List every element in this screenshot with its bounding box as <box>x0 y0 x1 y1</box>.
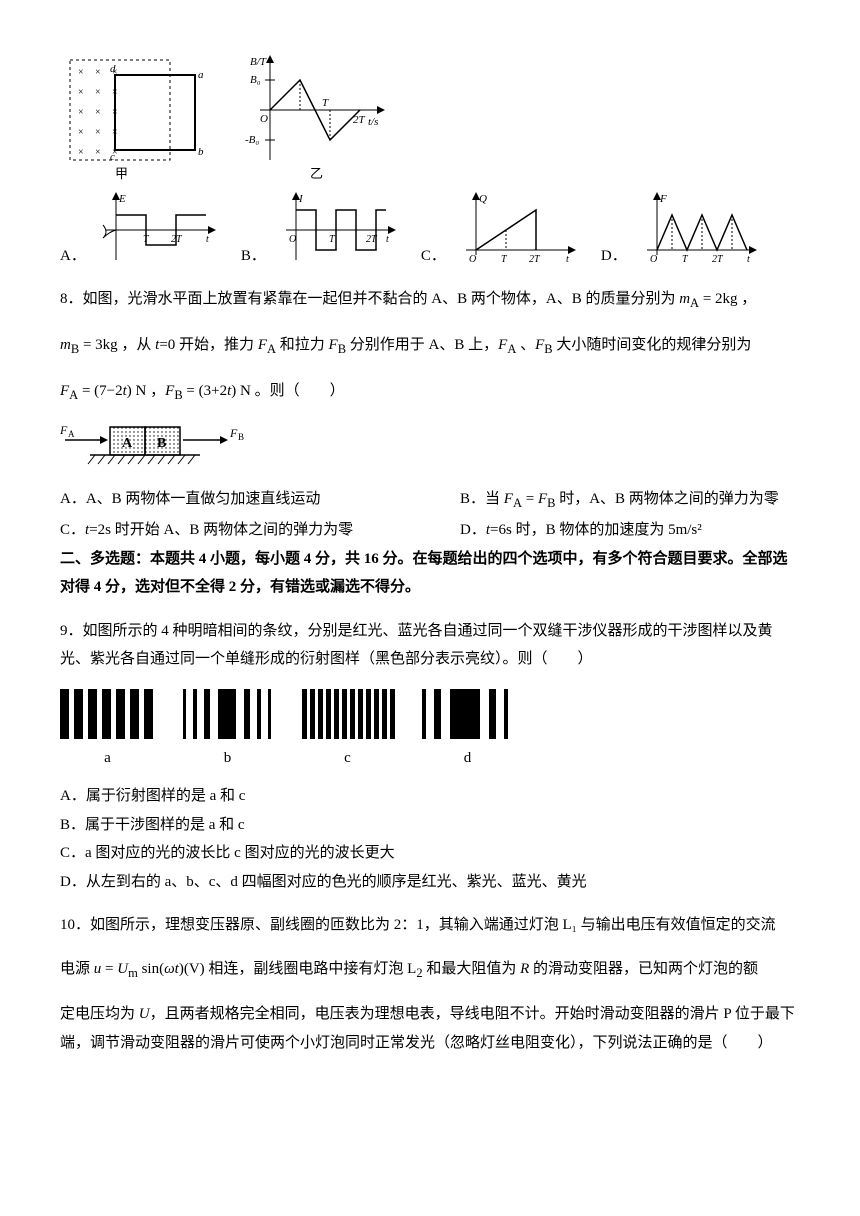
q9-option-a: A．属于衍射图样的是 a 和 c <box>60 782 800 811</box>
q9-patterns: a b <box>60 689 800 773</box>
svg-text:×: × <box>95 67 101 78</box>
stem-text: 如图，光滑水平面上放置有紧靠在一起但并不黏合的 A、B 两个物体，A、B 的质量… <box>83 291 676 307</box>
q7-option-d: D． F O T 2T t <box>601 190 762 270</box>
svg-text:T: T <box>322 97 329 109</box>
q9-option-d: D．从左到右的 a、b、c、d 四幅图对应的色光的顺序是红光、紫光、蓝光、黄光 <box>60 868 800 897</box>
svg-text:×: × <box>95 147 101 158</box>
section2-title: 二、多选题：本题共 4 小题，每小题 4 分，共 16 分。在每题给出的四个选项… <box>60 545 800 602</box>
stem-text: 如图所示，理想变压器原、副线圈的匝数比为 2：1，其输入端通过灯泡 L₁ 与输出… <box>90 917 776 933</box>
q7-graph-c: Q O T 2T t <box>451 190 581 270</box>
svg-text:×: × <box>95 127 101 138</box>
q9-stem: 9．如图所示的 4 种明暗相间的条纹，分别是红光、蓝光各自通过同一个双缝干涉仪器… <box>60 617 800 674</box>
svg-text:t: t <box>566 254 569 265</box>
q7-circuit-diagram: ××× ××× ××× ××× ××× d a c b 甲 <box>60 50 210 180</box>
q9-option-c: C．a 图对应的光的波长比 c 图对应的光的波长更大 <box>60 839 800 868</box>
svg-text:B/T: B/T <box>250 56 267 68</box>
svg-text:O: O <box>289 234 296 245</box>
question-number: 9． <box>60 623 83 639</box>
q8-figure: FA A B FB <box>60 422 800 477</box>
q9-option-b: B．属于干涉图样的是 a 和 c <box>60 811 800 840</box>
q10: 10．如图所示，理想变压器原、副线圈的匝数比为 2：1，其输入端通过灯泡 L₁ … <box>60 911 800 1057</box>
svg-text:×: × <box>78 67 84 78</box>
svg-text:T: T <box>501 254 508 265</box>
svg-text:O: O <box>469 254 476 265</box>
svg-text:2T: 2T <box>712 254 724 265</box>
svg-text:t: t <box>386 234 389 245</box>
q7-option-a: A． E T 2T t <box>60 190 221 270</box>
q7-graph-a: E T 2T t <box>91 190 221 270</box>
svg-text:O: O <box>260 113 268 125</box>
svg-text:B₀: B₀ <box>250 74 261 86</box>
q7-graph-b: I O T 2T t <box>271 190 401 270</box>
svg-text:I: I <box>298 193 304 205</box>
svg-text:F: F <box>60 423 68 437</box>
svg-text:T: T <box>682 254 689 265</box>
svg-text:A: A <box>68 429 75 439</box>
svg-text:×: × <box>95 107 101 118</box>
option-label: C． <box>421 242 446 271</box>
q8-stem-line1: 8．如图，光滑水平面上放置有紧靠在一起但并不黏合的 A、B 两个物体，A、B 的… <box>60 285 800 316</box>
svg-text:b: b <box>198 146 204 158</box>
pattern-d: d <box>420 689 515 773</box>
svg-text:T: T <box>143 234 150 245</box>
svg-text:t/s: t/s <box>368 116 378 128</box>
svg-text:-B₀: -B₀ <box>245 134 259 146</box>
q7-graph-d: F O T 2T t <box>632 190 762 270</box>
svg-text:d: d <box>110 63 116 75</box>
pattern-b: b <box>180 689 275 773</box>
svg-text:2T: 2T <box>366 234 378 245</box>
pattern-label: b <box>224 744 232 773</box>
svg-text:B: B <box>238 432 244 442</box>
svg-text:乙: 乙 <box>310 166 323 180</box>
q9: 9．如图所示的 4 种明暗相间的条纹，分别是红光、蓝光各自通过同一个双缝干涉仪器… <box>60 617 800 897</box>
q7-bt-graph: B/T B₀ -B₀ O T 2T t/s 乙 <box>240 50 390 180</box>
pattern-a: a <box>60 689 155 773</box>
svg-text:t: t <box>206 234 209 245</box>
q8: 8．如图，光滑水平面上放置有紧靠在一起但并不黏合的 A、B 两个物体，A、B 的… <box>60 285 800 545</box>
pattern-c: c <box>300 689 395 773</box>
svg-text:2T: 2T <box>171 234 183 245</box>
question-number: 8． <box>60 291 83 307</box>
svg-text:×: × <box>78 147 84 158</box>
svg-text:×: × <box>78 107 84 118</box>
svg-text:A: A <box>122 436 133 451</box>
option-label: B． <box>241 242 266 271</box>
svg-text:T: T <box>329 234 336 245</box>
q7-option-b: B． I O T 2T t <box>241 190 401 270</box>
q7-option-c: C． Q O T 2T t <box>421 190 581 270</box>
q10-stem-line2: 电源 u = Um sin(ωt)(V) 相连，副线圈电路中接有灯泡 L2 和最… <box>60 955 800 986</box>
q8-option-c: C．t=2s 时开始 A、B 两物体之间的弹力为零 <box>60 516 400 545</box>
svg-text:E: E <box>118 193 126 205</box>
q8-option-b: B．当 FA = FB 时，A、B 两物体之间的弹力为零 <box>460 485 800 516</box>
svg-text:F: F <box>659 193 667 205</box>
pattern-label: a <box>104 744 111 773</box>
q10-stem-line1: 10．如图所示，理想变压器原、副线圈的匝数比为 2：1，其输入端通过灯泡 L₁ … <box>60 911 800 940</box>
stem-text: 如图所示的 4 种明暗相间的条纹，分别是红光、蓝光各自通过同一个双缝干涉仪器形成… <box>60 623 773 668</box>
option-label: D． <box>601 242 627 271</box>
svg-text:t: t <box>747 254 750 265</box>
svg-text:×: × <box>78 127 84 138</box>
q8-formula: FA = (7−2t) N ，FB = (3+2t) N 。则（ ） <box>60 377 800 408</box>
svg-text:B: B <box>157 436 166 451</box>
svg-text:F: F <box>229 426 238 440</box>
q8-option-d: D．t=6s 时，B 物体的加速度为 5m/s² <box>460 516 800 545</box>
svg-text:×: × <box>95 87 101 98</box>
svg-text:c: c <box>110 151 115 163</box>
q8-stem-line2: mB = 3kg ，从 t=0 开始，推力 FA 和拉力 FB 分别作用于 A、… <box>60 331 800 362</box>
q7-top-figures: ××× ××× ××× ××× ××× d a c b 甲 B/T B₀ -B₀… <box>60 50 800 180</box>
option-label: A． <box>60 242 86 271</box>
svg-text:×: × <box>78 87 84 98</box>
svg-text:a: a <box>198 69 204 81</box>
pattern-label: d <box>464 744 472 773</box>
svg-text:甲: 甲 <box>115 166 128 180</box>
q8-option-a: A．A、B 两物体一直做匀加速直线运动 <box>60 485 400 516</box>
svg-text:2T: 2T <box>353 114 366 126</box>
question-number: 10． <box>60 917 90 933</box>
svg-text:2T: 2T <box>529 254 541 265</box>
svg-text:Q: Q <box>479 193 487 205</box>
pattern-label: c <box>344 744 351 773</box>
q7-options: A． E T 2T t B． I O T 2T t <box>60 190 800 270</box>
svg-text:O: O <box>650 254 657 265</box>
q10-stem-line3: 定电压均为 U，且两者规格完全相同，电压表为理想电表，导线电阻不计。开始时滑动变… <box>60 1000 800 1057</box>
